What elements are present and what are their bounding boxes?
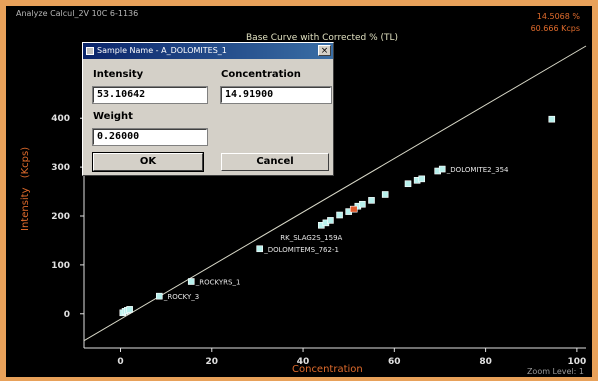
point-annotation: RK_SLAG2S_159A: [280, 234, 342, 242]
point-annotation: _DOLOMITE2_354: [446, 166, 509, 174]
data-point: [336, 211, 343, 219]
close-button[interactable]: ×: [318, 45, 331, 56]
selected-point: [349, 205, 358, 213]
data-point: [404, 180, 412, 188]
x-tick-label: 60: [388, 357, 401, 367]
point-annotation: _ROCKYRS_1: [195, 279, 241, 287]
x-tick-label: 100: [567, 357, 586, 367]
ok-button[interactable]: OK: [92, 152, 204, 172]
data-point: [548, 115, 556, 123]
data-point: [359, 200, 366, 208]
point-annotation: _ROCKY_3: [163, 293, 199, 301]
sample-dialog: Sample Name - A_DOLOMITES_1 × Intensity …: [82, 42, 334, 176]
x-tick-label: 0: [117, 357, 123, 367]
data-point: [327, 217, 334, 224]
y-tick-label: 400: [51, 114, 70, 124]
readout-intensity: 60.666 Kcps: [530, 24, 580, 33]
y-tick-label: 300: [51, 163, 70, 173]
data-point: [381, 191, 389, 198]
dialog-title: Sample Name - A_DOLOMITES_1: [97, 46, 227, 55]
concentration-label: Concentration: [221, 69, 301, 80]
data-point: [187, 278, 195, 285]
x-tick-label: 20: [206, 357, 219, 367]
x-axis-label: Concentration: [292, 364, 363, 375]
data-point: [368, 197, 375, 204]
zoom-level: Zoom Level: 1: [526, 367, 584, 376]
concentration-field[interactable]: 14.91900: [220, 86, 332, 104]
x-tick-label: 40: [297, 357, 310, 367]
cancel-button[interactable]: Cancel: [221, 153, 329, 171]
y-tick-label: 200: [51, 212, 70, 222]
data-point: [126, 306, 133, 313]
calibration-plot: 0 20 40 60 80 100 0 100 200 300 400 _ROCKY_3 _ROCKYR…: [51, 45, 587, 367]
calibration-line: [83, 45, 587, 342]
intensity-label: Intensity: [93, 69, 144, 80]
chart-title: Base Curve with Corrected % (TL): [246, 33, 399, 43]
point-annotation: _DOLOMITEMS_762-1: [263, 246, 339, 254]
y-tick-label: 100: [51, 261, 70, 271]
window-caption: Analyze Calcul_2V 10C 6-1136: [16, 9, 139, 18]
data-point: [418, 175, 426, 183]
data-point: [438, 165, 446, 173]
app-icon: [86, 47, 94, 55]
dialog-titlebar[interactable]: Sample Name - A_DOLOMITES_1 ×: [83, 43, 333, 59]
y-tick-label: 0: [64, 310, 70, 320]
weight-label: Weight: [93, 111, 133, 122]
y-axis-label: Intensity (Kcps): [20, 146, 31, 231]
data-point: [256, 245, 263, 253]
weight-field[interactable]: 0.26000: [92, 128, 208, 146]
readout: 14.5068 % 60.666 Kcps: [531, 11, 580, 35]
intensity-field[interactable]: 53.10642: [92, 86, 208, 104]
data-point: [156, 292, 163, 300]
x-tick-label: 80: [479, 357, 492, 367]
readout-concentration: 14.5068 %: [536, 12, 580, 21]
